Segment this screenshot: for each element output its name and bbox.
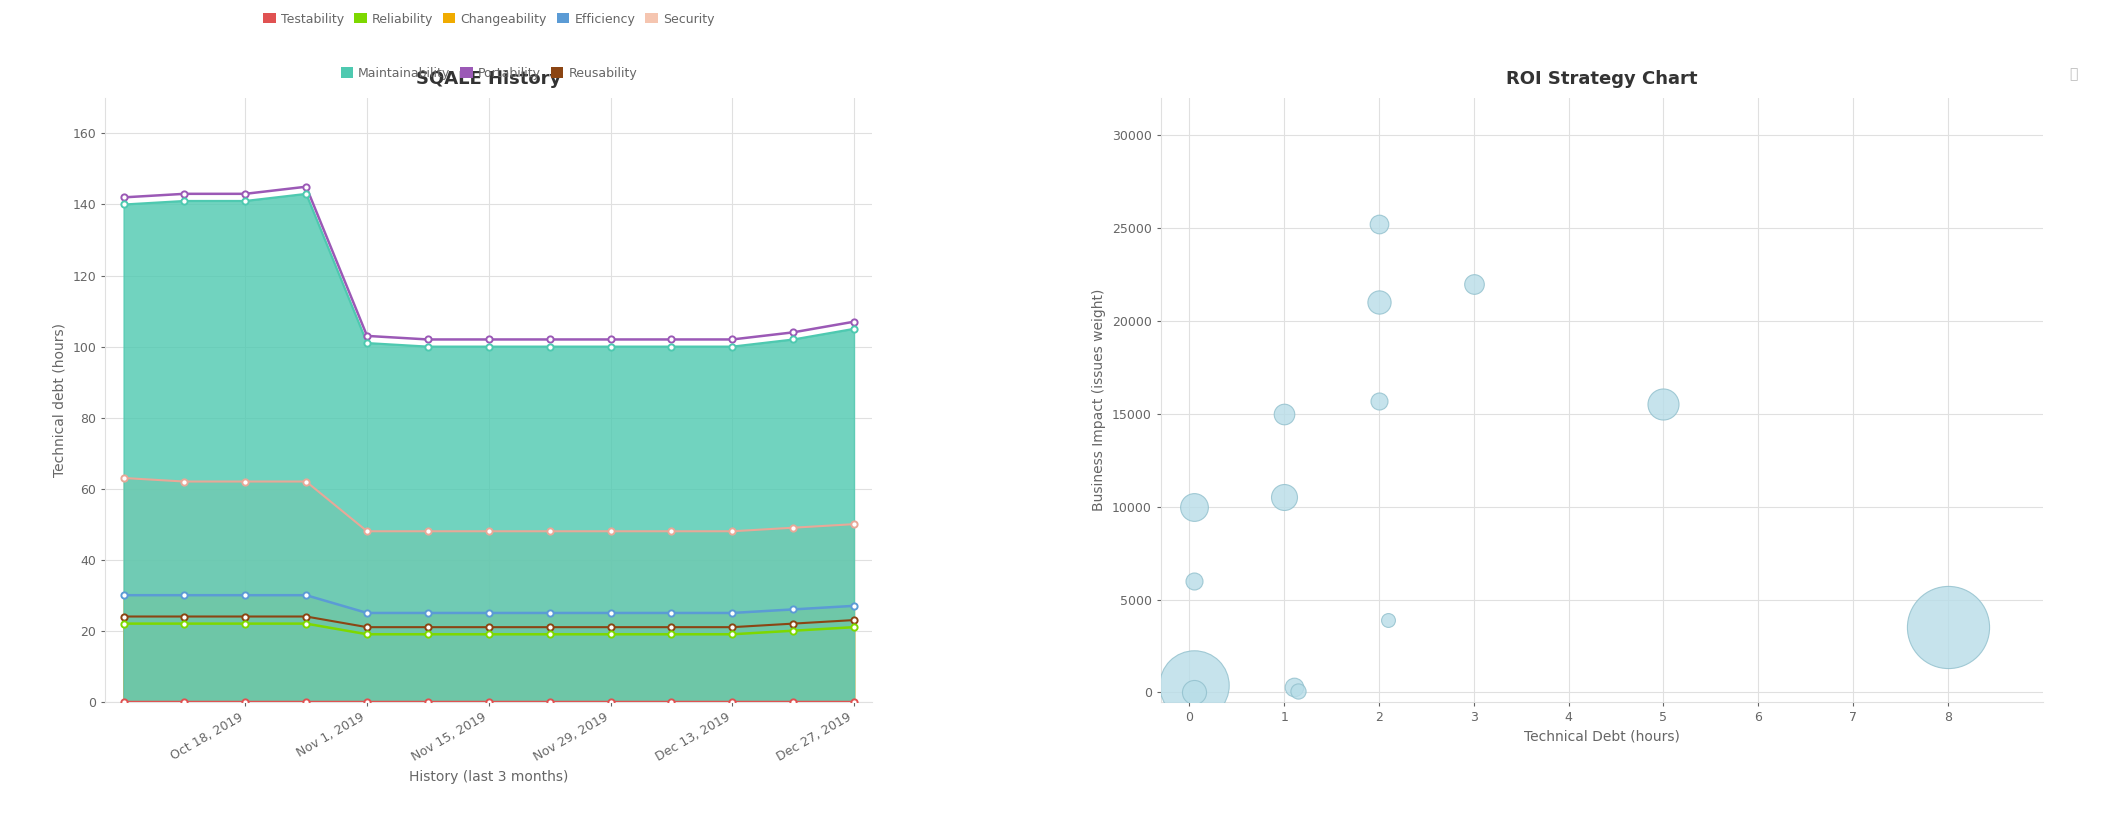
Point <box>1268 491 1302 504</box>
Point <box>1268 407 1302 420</box>
Point <box>1276 681 1310 694</box>
Point <box>1177 679 1211 692</box>
Point <box>1177 500 1211 513</box>
Title: SQALE History: SQALE History <box>417 70 562 88</box>
Point <box>1280 684 1314 697</box>
Point <box>1363 295 1396 308</box>
X-axis label: History (last 3 months): History (last 3 months) <box>409 769 569 783</box>
Title: ROI Strategy Chart: ROI Strategy Chart <box>1506 70 1697 88</box>
Text: ❓: ❓ <box>2070 67 2079 81</box>
Point <box>1457 277 1491 290</box>
Point <box>1371 614 1405 627</box>
Point <box>1363 394 1396 407</box>
Point <box>1177 574 1211 588</box>
X-axis label: Technical Debt (hours): Technical Debt (hours) <box>1525 730 1681 743</box>
Legend: Maintainability, Portability, Reusability: Maintainability, Portability, Reusabilit… <box>335 62 642 85</box>
Point <box>1363 218 1396 231</box>
Point <box>1647 398 1681 411</box>
Point <box>1177 686 1211 699</box>
Y-axis label: Business Impact (issues weight): Business Impact (issues weight) <box>1093 289 1106 511</box>
Point <box>1931 621 1965 634</box>
Y-axis label: Technical debt (hours): Technical debt (hours) <box>53 323 67 477</box>
